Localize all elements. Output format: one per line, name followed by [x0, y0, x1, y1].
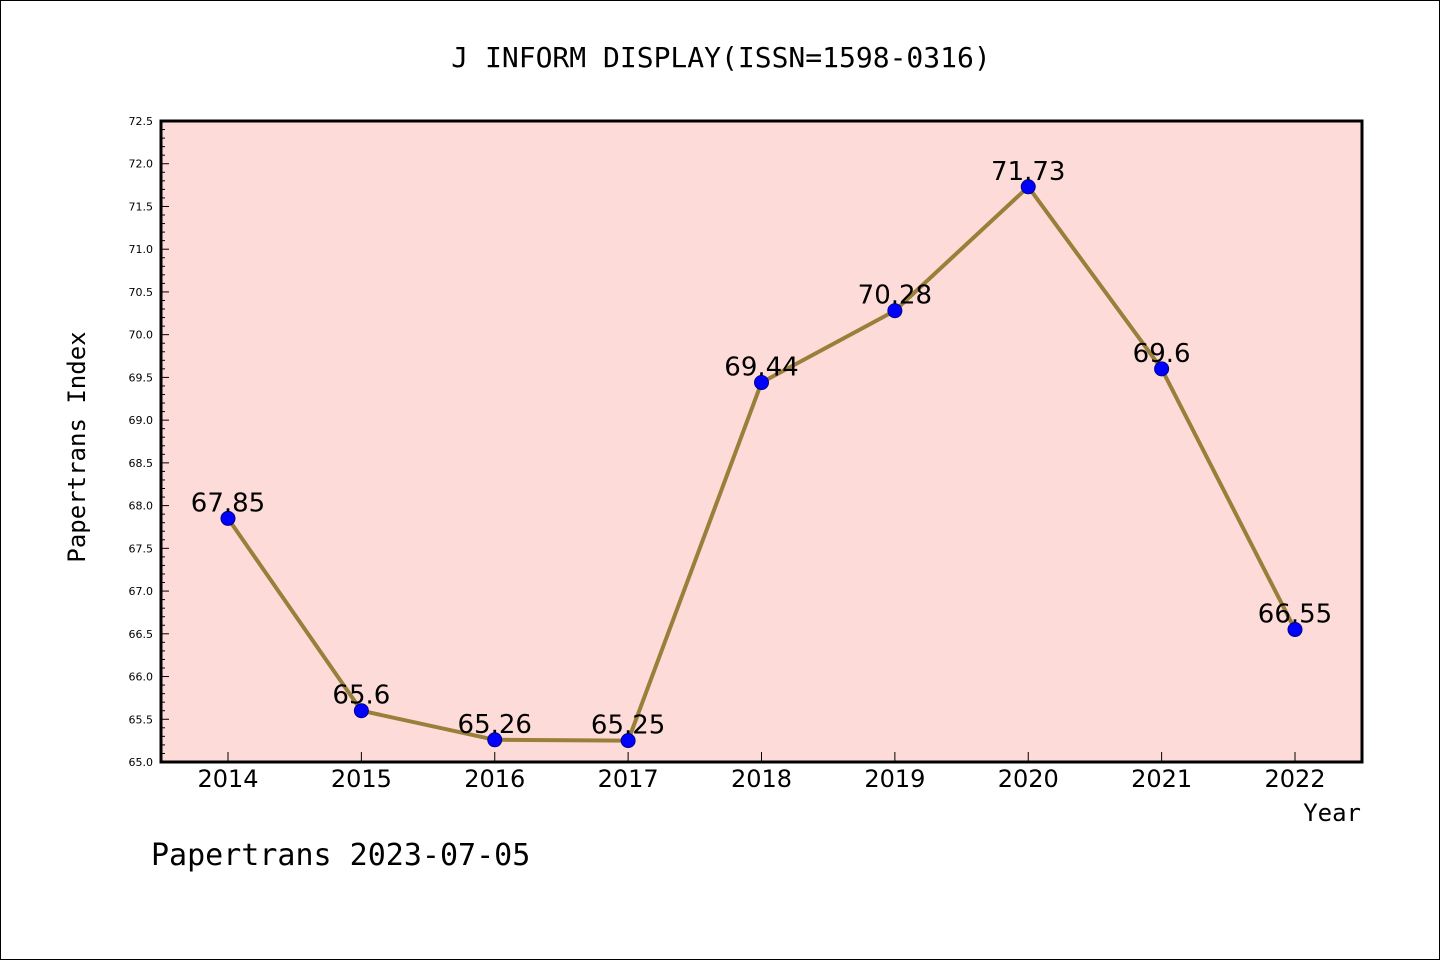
- data-point: [353, 703, 369, 719]
- data-label: 65.25: [591, 711, 665, 741]
- series-papertrans-index: [220, 179, 1303, 749]
- y-tick-label: 72.0: [129, 158, 154, 171]
- data-labels: 67.85 65.6 65.26 65.25 69.44 70.28 71.73 69.6 66…: [191, 157, 1332, 741]
- x-tick-label: 2017: [598, 765, 659, 793]
- y-tick-label: 67.0: [129, 585, 154, 598]
- data-point: [220, 510, 236, 526]
- x-axis-label: Year: [1303, 799, 1361, 827]
- data-point: [1154, 361, 1170, 377]
- data-label: 71.73: [991, 157, 1065, 187]
- data-label: 65.6: [332, 681, 390, 711]
- x-axis: 2014 2015 2016 2017 2018 2019 2020 2021 2022: [197, 752, 1326, 793]
- data-point: [620, 733, 636, 749]
- y-axis-label: Papertrans Index: [63, 331, 91, 562]
- x-tick-label: 2015: [331, 765, 392, 793]
- x-tick-label: 2014: [197, 765, 258, 793]
- data-label: 69.44: [724, 353, 798, 383]
- y-tick-label: 72.5: [129, 115, 154, 128]
- x-tick-label: 2020: [998, 765, 1059, 793]
- y-tick-label: 69.5: [129, 371, 154, 384]
- data-point: [887, 303, 903, 319]
- y-axis: 65.0 65.5 66.0 66.5 67.0 67.5 68.0 68.5 69.0 69.5…: [129, 115, 169, 769]
- x-tick-label: 2022: [1264, 765, 1325, 793]
- data-label: 69.6: [1133, 339, 1191, 369]
- data-label: 65.26: [458, 710, 532, 740]
- y-tick-label: 71.5: [129, 200, 154, 213]
- data-label: 70.28: [858, 281, 932, 311]
- data-point: [1020, 179, 1036, 195]
- x-tick-label: 2019: [864, 765, 925, 793]
- y-tick-label: 68.5: [129, 457, 154, 470]
- y-tick-label: 67.5: [129, 542, 154, 555]
- y-tick-label: 66.5: [129, 628, 154, 641]
- plot-area: [161, 121, 1362, 762]
- data-point: [754, 375, 769, 391]
- y-tick-label: 66.0: [129, 671, 154, 684]
- y-tick-label: 65.5: [129, 713, 154, 726]
- data-point: [487, 732, 503, 748]
- y-tick-label: 65.0: [129, 756, 154, 769]
- data-label: 66.55: [1258, 600, 1332, 630]
- y-tick-label: 71.0: [129, 243, 154, 256]
- data-label: 67.85: [191, 488, 265, 518]
- data-point: [1287, 622, 1303, 638]
- y-tick-label: 70.0: [129, 329, 154, 342]
- x-tick-label: 2016: [464, 765, 525, 793]
- chart-title: J INFORM DISPLAY(ISSN=1598-0316): [451, 41, 990, 74]
- x-tick-label: 2021: [1131, 765, 1192, 793]
- plot-frame: [159, 119, 1364, 764]
- x-tick-label: 2018: [731, 765, 792, 793]
- y-tick-label: 68.0: [129, 500, 154, 513]
- y-tick-label: 69.0: [129, 414, 154, 427]
- footer-text: Papertrans 2023-07-05: [151, 838, 530, 873]
- y-tick-label: 70.5: [129, 286, 154, 299]
